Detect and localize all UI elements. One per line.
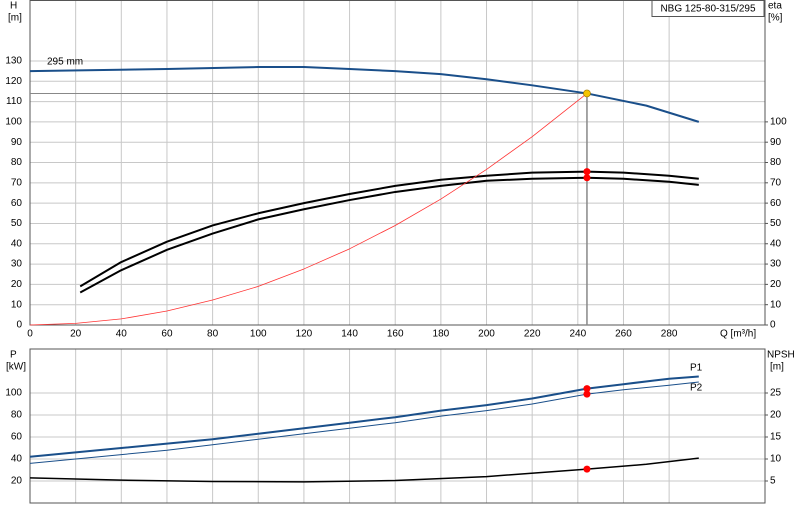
y-tick-label: 80: [11, 410, 23, 421]
legend-label: P2: [690, 383, 703, 394]
x-tick-label: 240: [569, 329, 586, 340]
y-tick-label: 110: [6, 96, 22, 107]
y-tick-label: 80: [11, 157, 23, 168]
y-tick-label: 40: [11, 454, 23, 465]
x-tick-label: 260: [615, 329, 632, 340]
y2-tick-label: 15: [770, 432, 782, 443]
title-box: [651, 0, 765, 17]
y-tick-label: 120: [5, 76, 22, 87]
x-tick-label: 0: [27, 329, 33, 340]
y2-tick-label: 30: [770, 259, 782, 270]
x-tick-label: 60: [161, 329, 173, 340]
y2-label: eta: [768, 1, 782, 12]
y-tick-label: 20: [11, 279, 23, 290]
y2-tick-label: 100: [770, 117, 787, 128]
operating-point: [583, 174, 591, 182]
y-tick-label: 10: [11, 299, 23, 310]
y2-tick-label: 70: [770, 177, 782, 188]
y-unit: [kW]: [6, 362, 26, 373]
x-tick-label: 40: [116, 329, 128, 340]
legend-label: P1: [690, 363, 703, 374]
y-tick-label: 90: [11, 137, 23, 148]
y2-tick-label: 80: [770, 157, 782, 168]
x-tick-label: 180: [433, 329, 450, 340]
y2-tick-label: 40: [770, 238, 782, 249]
x-tick-label: 220: [524, 329, 541, 340]
x-tick-label: 280: [661, 329, 678, 340]
y-tick-label: 50: [11, 218, 23, 229]
curve: [79, 176, 699, 294]
y2-tick-label: 90: [770, 137, 782, 148]
operating-point: [583, 385, 591, 393]
y-tick-label: 60: [11, 432, 23, 443]
y2-tick-label: 60: [770, 198, 782, 209]
y2-tick-label: 20: [770, 410, 782, 421]
y2-tick-label: 10: [770, 299, 782, 310]
y2-unit: [%]: [768, 13, 783, 24]
operating-point: [583, 390, 591, 398]
y2-tick-label: 5: [770, 476, 776, 487]
x-label: Q [m³/h]: [720, 329, 756, 340]
y-label: H: [10, 1, 17, 12]
y-tick-label: 30: [11, 259, 23, 270]
y-tick-label: 60: [11, 198, 23, 209]
curve: [29, 66, 700, 123]
x-tick-label: 100: [250, 329, 267, 340]
curve: [79, 170, 699, 288]
bottom-frame: [29, 348, 766, 504]
y-tick-label: 70: [11, 177, 23, 188]
grid-layer: [29, 0, 765, 503]
chart-title: NBG 125-80-315/295: [660, 4, 756, 15]
y-label: P: [10, 350, 17, 361]
y2-tick-label: 10: [770, 454, 782, 465]
x-tick-label: 20: [70, 329, 82, 340]
x-tick-label: 140: [341, 329, 358, 340]
y2-tick-label: 50: [770, 218, 782, 229]
operating-point: [583, 465, 591, 473]
y-tick-label: 0: [16, 320, 22, 331]
x-tick-label: 80: [207, 329, 219, 340]
y-tick-label: 100: [5, 388, 22, 399]
operating-point: [583, 168, 591, 176]
y2-unit: [m]: [770, 362, 784, 373]
x-tick-label: 120: [296, 329, 313, 340]
annotation: 295 mm: [47, 57, 83, 68]
curve: [29, 381, 699, 464]
y-tick-label: 20: [11, 476, 23, 487]
y-tick-label: 130: [5, 56, 22, 67]
curve: [29, 375, 699, 458]
y-unit: [m]: [8, 13, 22, 24]
x-tick-label: 200: [478, 329, 495, 340]
y-tick-label: 40: [11, 238, 23, 249]
curve: [29, 93, 588, 326]
y2-tick-label: 0: [770, 320, 776, 331]
y-tick-label: 100: [5, 117, 22, 128]
y2-tick-label: 25: [770, 388, 782, 399]
operating-point: [583, 89, 591, 98]
y2-tick-label: 20: [770, 279, 782, 290]
x-tick-label: 160: [387, 329, 404, 340]
y2-label: NPSH: [767, 350, 795, 361]
curve: [29, 457, 699, 483]
